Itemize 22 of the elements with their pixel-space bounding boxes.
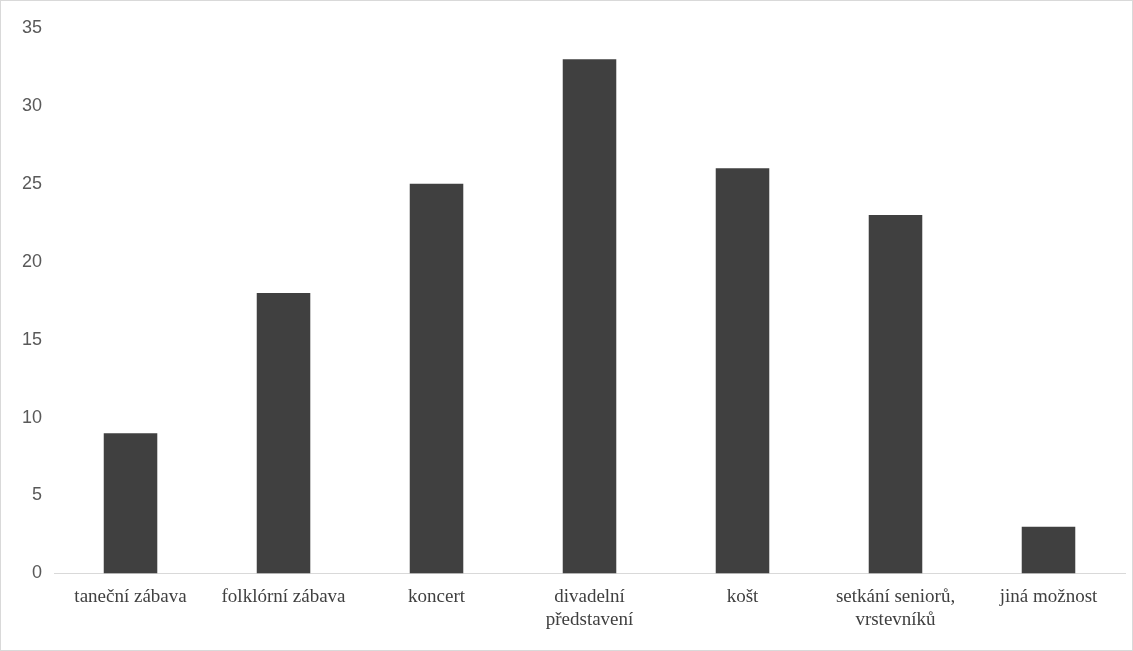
y-tick-label: 35 xyxy=(21,16,43,37)
x-tick-label: jiná možnost xyxy=(998,584,1099,606)
bar xyxy=(409,183,464,574)
bar xyxy=(562,59,617,574)
bar xyxy=(868,214,923,574)
y-tick-label: 20 xyxy=(21,250,43,271)
y-tick-label: 25 xyxy=(21,172,43,193)
y-tick-label: 5 xyxy=(32,484,43,505)
x-tick-label: divadelní představení xyxy=(545,584,635,629)
x-tick-label: folklórní zábava xyxy=(221,584,347,606)
bar xyxy=(715,168,770,574)
y-tick-label: 10 xyxy=(21,406,43,427)
x-tick-label: košt xyxy=(726,584,760,606)
bar xyxy=(256,292,311,574)
y-tick-label: 30 xyxy=(21,94,43,115)
x-tick-label: koncert xyxy=(408,584,466,606)
y-tick-label: 0 xyxy=(32,562,43,583)
x-tick-label: taneční zábava xyxy=(74,584,188,606)
x-tick-label: setkání seniorů, vrstevníků xyxy=(835,584,956,629)
y-tick-label: 15 xyxy=(21,328,43,349)
bar xyxy=(103,433,158,574)
bar xyxy=(1021,526,1076,574)
